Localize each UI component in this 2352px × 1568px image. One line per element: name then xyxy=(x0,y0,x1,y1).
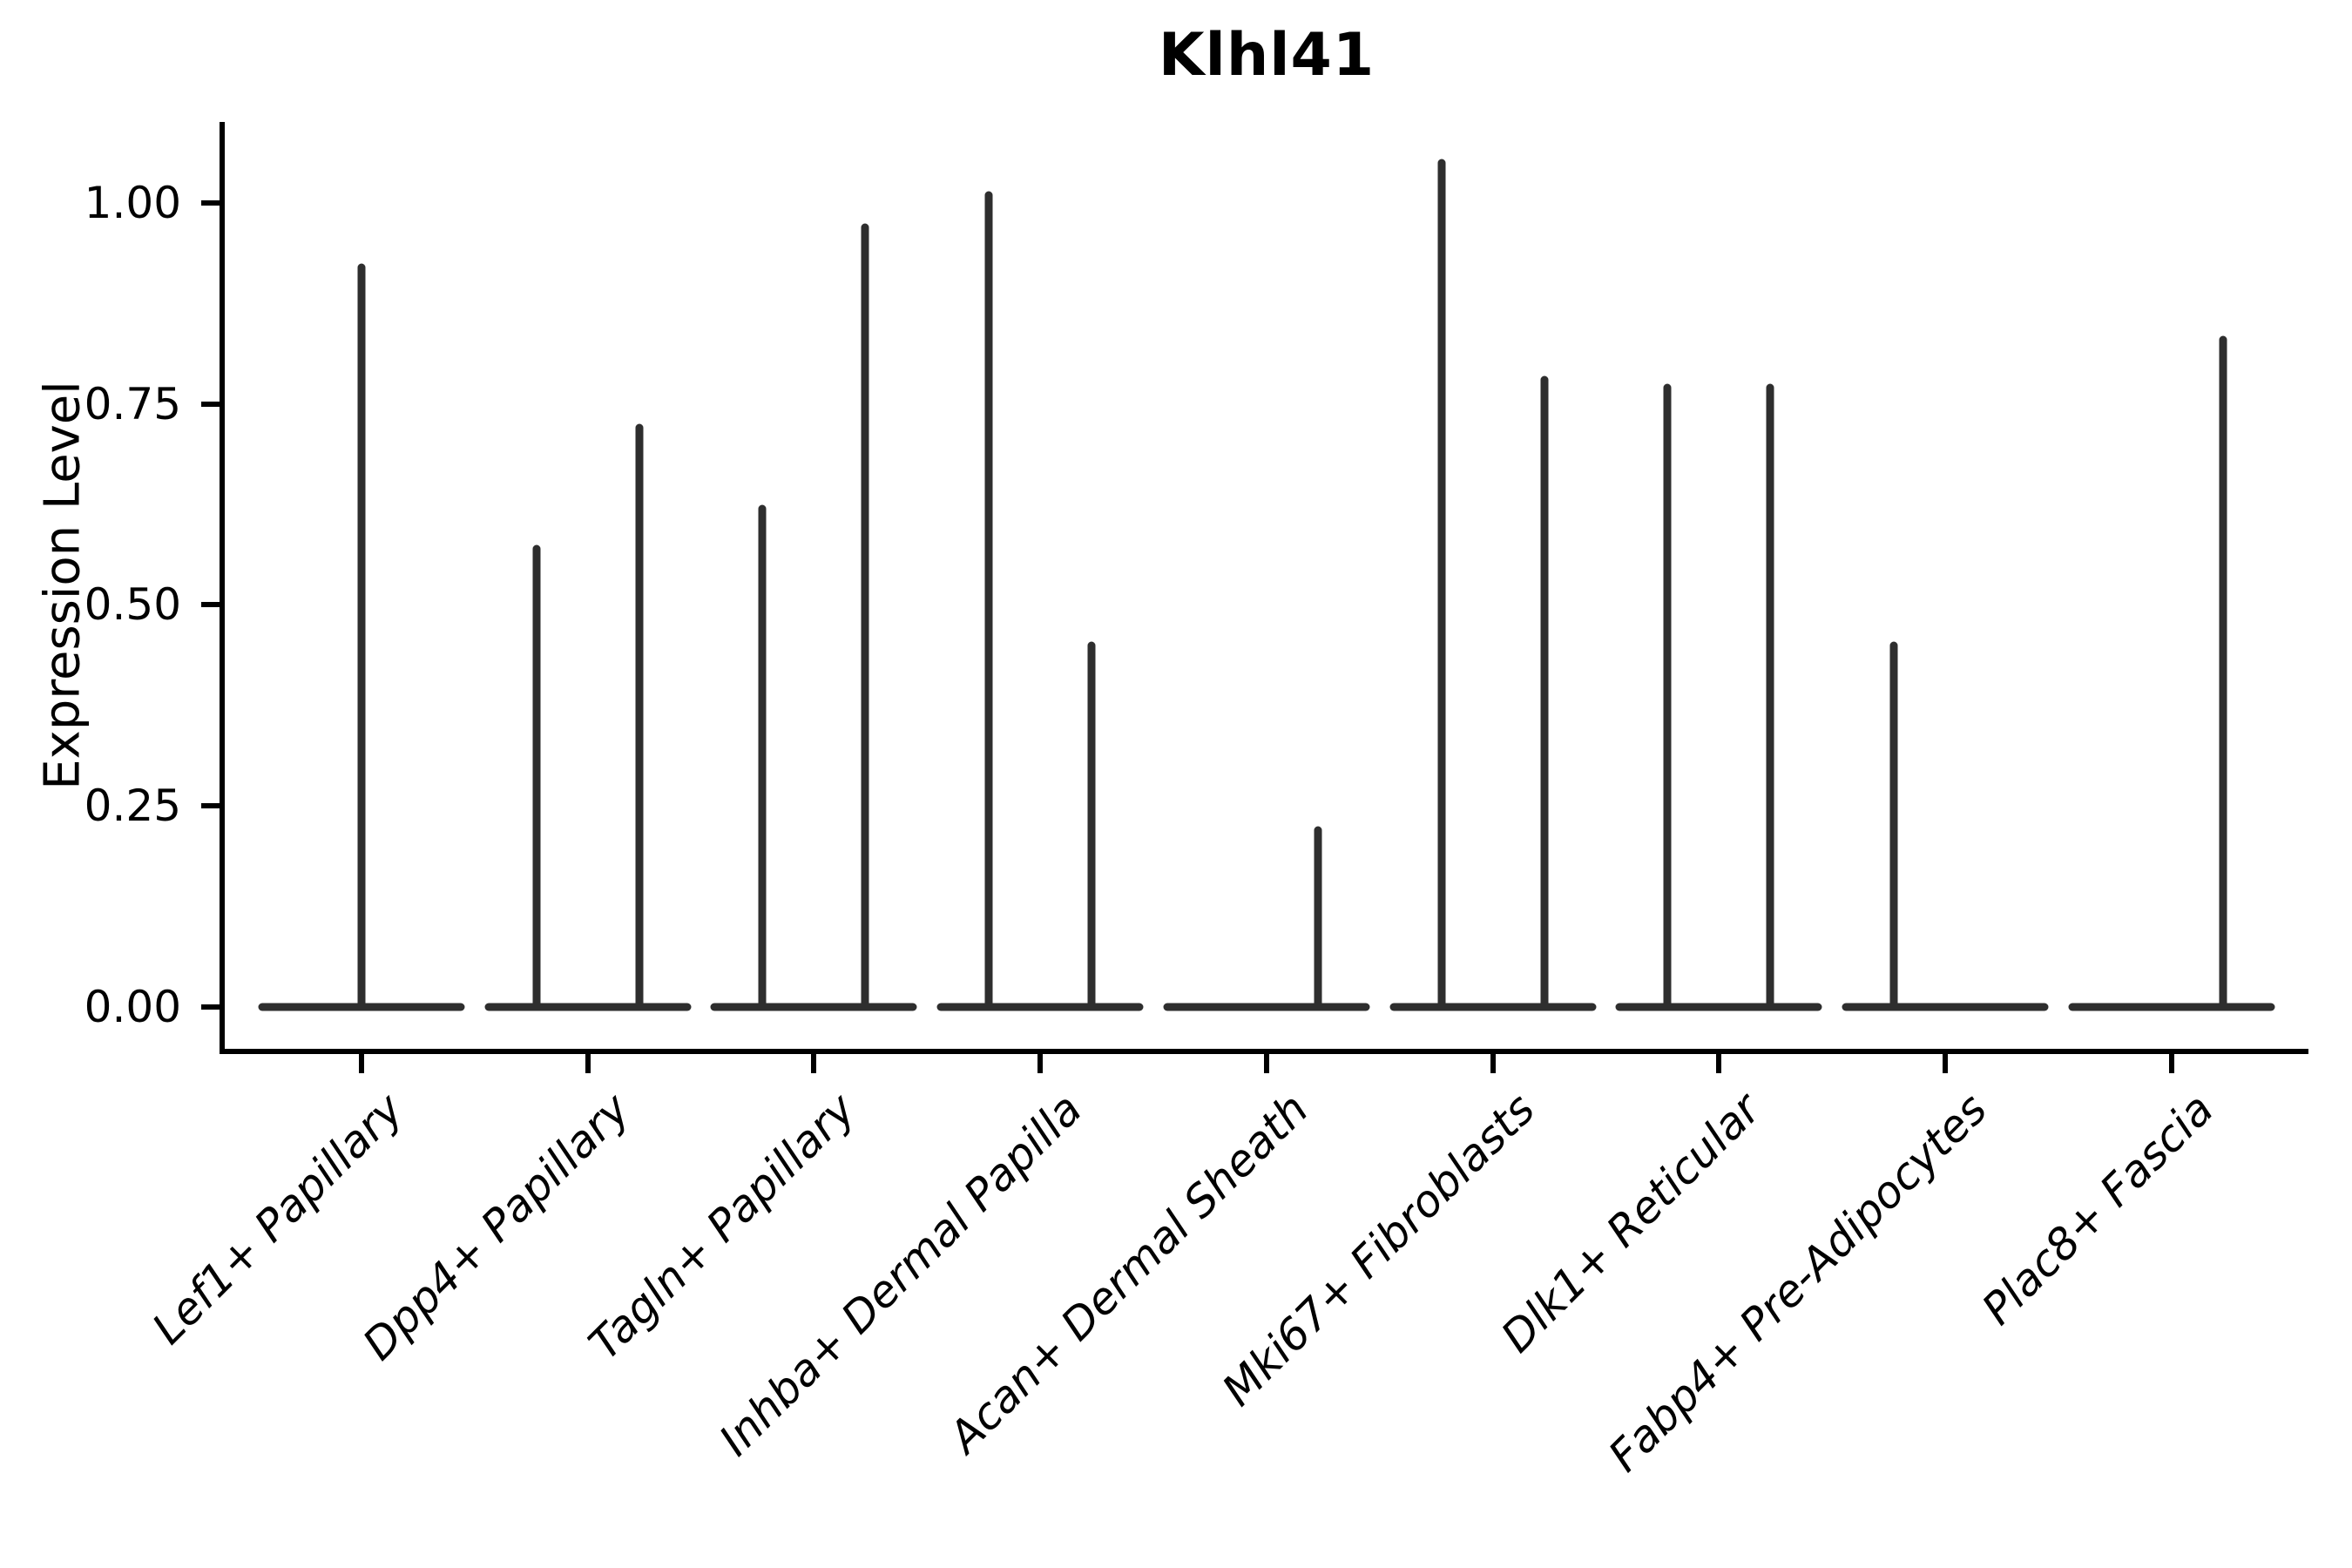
violin-2 xyxy=(710,223,917,1011)
y-tick-mark xyxy=(201,803,220,808)
left-spine xyxy=(220,122,225,1054)
plot-title: Klhl41 xyxy=(1158,21,1375,90)
violin-1 xyxy=(484,423,692,1011)
violin-0 xyxy=(258,263,465,1011)
x-tick-mark xyxy=(1264,1054,1269,1073)
y-tick-mark xyxy=(201,1004,220,1010)
x-tick-mark xyxy=(811,1054,816,1073)
axis-spines xyxy=(201,122,2308,1073)
violin-5 xyxy=(1389,159,1597,1011)
y-tick-label: 0.75 xyxy=(84,379,181,429)
violin-3 xyxy=(936,191,1144,1011)
y-tick-mark xyxy=(201,602,220,607)
x-tick-mark xyxy=(1037,1054,1043,1073)
x-tick-mark xyxy=(1716,1054,1721,1073)
y-tick-label: 0.25 xyxy=(84,781,181,831)
x-tick-mark xyxy=(585,1054,591,1073)
violin-8 xyxy=(2068,335,2275,1011)
violin-6 xyxy=(1615,383,1822,1011)
violin-7 xyxy=(1842,641,2049,1011)
y-tick-mark xyxy=(201,402,220,407)
x-tick-mark xyxy=(2169,1054,2174,1073)
y-tick-label: 0.00 xyxy=(84,982,181,1032)
y-tick-label: 0.50 xyxy=(84,579,181,630)
x-tick-mark xyxy=(359,1054,364,1073)
x-tick-mark xyxy=(1943,1054,1948,1073)
violin-4 xyxy=(1163,826,1370,1011)
bottom-spine xyxy=(220,1049,2308,1054)
y-tick-label: 1.00 xyxy=(84,178,181,228)
y-tick-mark xyxy=(201,200,220,206)
x-tick-mark xyxy=(1490,1054,1496,1073)
